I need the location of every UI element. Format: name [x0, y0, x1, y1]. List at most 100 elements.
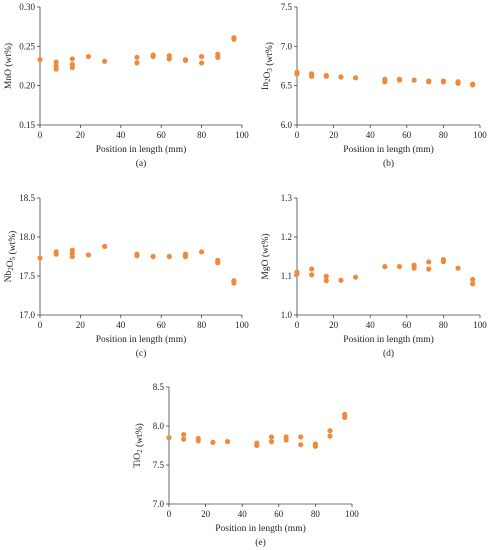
data-point	[411, 77, 417, 83]
data-point	[440, 258, 446, 265]
data-point	[396, 264, 403, 270]
data-point	[440, 79, 446, 85]
data-point	[224, 439, 231, 445]
data-point	[150, 53, 156, 60]
data-point	[382, 264, 388, 270]
data-point	[134, 253, 140, 259]
y-axis-label: MnO (wt%)	[3, 43, 14, 89]
data-point	[352, 75, 359, 81]
data-point	[37, 57, 43, 63]
x-axis-label: Position in length (mm)	[96, 334, 187, 345]
data-point	[426, 79, 432, 85]
y-tick-label: 8.5	[153, 382, 165, 392]
data-point	[338, 74, 344, 80]
y-tick-label: 7.0	[153, 499, 165, 509]
data-point	[327, 433, 333, 439]
data-point	[231, 36, 237, 42]
y-axis-label: In2O3 (wt%)	[261, 42, 275, 90]
x-tick-label: 40	[366, 130, 376, 140]
y-tick-label: 1.0	[281, 310, 293, 320]
data-point	[426, 266, 432, 272]
x-axis-label: Position in length (mm)	[343, 144, 434, 155]
data-point	[195, 438, 201, 444]
data-point	[85, 53, 92, 60]
y-tick-label: 0.20	[19, 81, 35, 91]
y-tick-label: 7.5	[153, 460, 165, 470]
data-point	[254, 442, 260, 449]
data-point	[455, 265, 461, 271]
x-tick-label: 0	[295, 320, 300, 330]
data-point	[323, 273, 329, 279]
data-point	[323, 73, 329, 79]
data-point	[53, 66, 59, 72]
data-point	[298, 434, 304, 440]
panel-caption: (d)	[383, 348, 394, 359]
data-point	[382, 79, 388, 85]
data-point	[231, 280, 237, 286]
data-point	[53, 251, 59, 257]
x-tick-label: 80	[439, 130, 449, 140]
y-tick-label: 18.5	[19, 193, 35, 203]
data-point	[455, 80, 461, 86]
data-point	[166, 56, 172, 62]
data-point	[294, 71, 300, 77]
data-point	[199, 60, 205, 66]
y-axis-label: Nb2O5 (wt%)	[4, 231, 18, 283]
data-point	[134, 60, 140, 66]
data-point	[268, 434, 275, 440]
y-tick-label: 0.25	[19, 41, 35, 51]
data-point	[150, 253, 156, 260]
x-axis-label: Position in length (mm)	[215, 523, 306, 534]
x-axis-label: Position in length (mm)	[96, 144, 187, 155]
data-point	[181, 431, 187, 438]
x-tick-label: 0	[295, 130, 300, 140]
y-tick-label: 7.0	[281, 41, 293, 51]
y-tick-label: 1.2	[281, 232, 292, 242]
data-point	[182, 253, 189, 260]
data-point	[309, 272, 315, 278]
x-tick-label: 80	[197, 320, 207, 330]
x-tick-label: 60	[402, 320, 412, 330]
x-tick-label: 100	[235, 130, 249, 140]
data-point	[215, 260, 221, 266]
data-point	[102, 58, 108, 64]
data-point	[323, 278, 329, 284]
data-point	[470, 82, 476, 88]
x-tick-label: 40	[366, 320, 376, 330]
y-tick-label: 18.0	[19, 232, 35, 242]
y-tick-label: 6.5	[281, 81, 293, 91]
data-point	[312, 443, 318, 449]
data-point	[69, 56, 75, 62]
x-tick-label: 60	[402, 130, 412, 140]
x-tick-label: 20	[76, 130, 86, 140]
x-tick-label: 100	[235, 320, 249, 330]
data-point	[37, 255, 43, 261]
x-tick-label: 60	[157, 320, 167, 330]
panel-caption: (e)	[255, 537, 266, 548]
y-tick-label: 17.5	[19, 271, 35, 281]
panel-caption: (a)	[136, 158, 147, 169]
x-tick-label: 40	[116, 320, 126, 330]
data-point	[309, 73, 315, 79]
y-axis-label: TiO2 (wt%)	[133, 423, 145, 468]
data-point	[53, 59, 59, 65]
data-point	[283, 437, 289, 443]
x-tick-label: 100	[345, 509, 359, 519]
data-point	[396, 77, 403, 83]
data-point	[166, 253, 172, 260]
data-point	[298, 442, 304, 448]
y-axis-label: MgO (wt%)	[260, 233, 271, 279]
data-point	[199, 53, 205, 60]
data-point	[102, 243, 108, 249]
data-point	[426, 259, 432, 265]
x-tick-label: 0	[38, 130, 43, 140]
x-tick-label: 60	[157, 130, 167, 140]
data-point	[69, 64, 75, 71]
data-point	[294, 271, 300, 277]
y-tick-label: 8.0	[153, 421, 165, 431]
x-tick-label: 20	[329, 320, 339, 330]
data-point	[182, 57, 189, 64]
